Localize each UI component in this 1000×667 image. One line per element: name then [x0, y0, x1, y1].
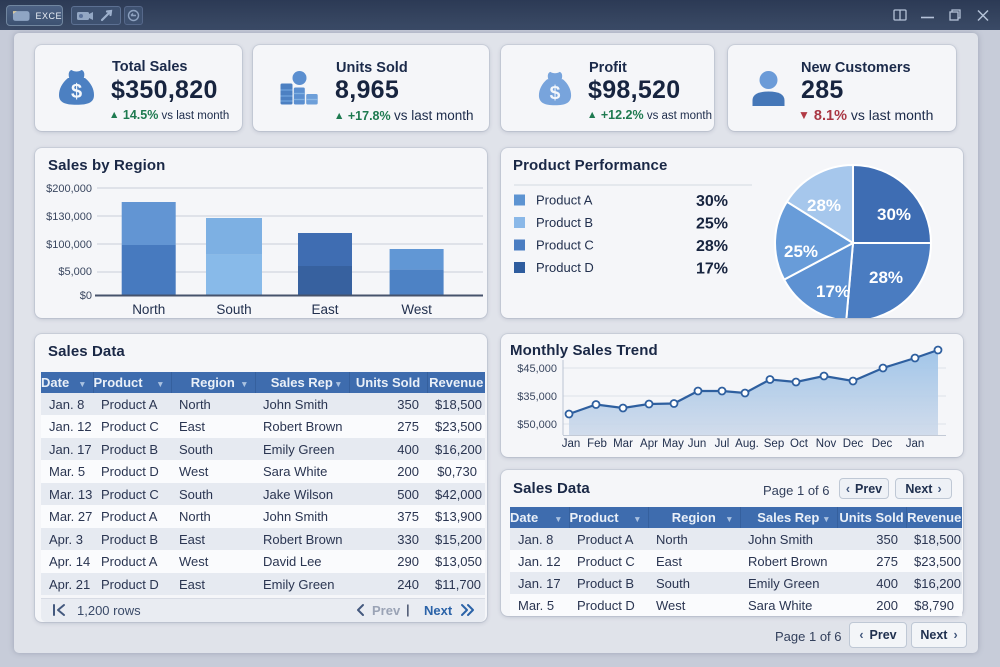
svg-text:25%: 25%	[696, 216, 728, 233]
svg-text:May: May	[662, 438, 684, 450]
svg-text:North: North	[132, 302, 165, 317]
svg-text:East: East	[311, 302, 338, 317]
svg-text:Sep: Sep	[764, 438, 784, 450]
svg-text:Dec: Dec	[872, 438, 893, 450]
svg-text:$200,000: $200,000	[46, 183, 92, 195]
svg-text:Product C: Product C	[536, 238, 594, 253]
svg-text:West: West	[401, 302, 432, 317]
svg-text:Product A: Product A	[536, 193, 593, 208]
svg-text:Nov: Nov	[816, 438, 837, 450]
svg-text:30%: 30%	[696, 193, 728, 210]
svg-text:Dec: Dec	[843, 438, 864, 450]
svg-text:$: $	[71, 81, 82, 103]
svg-text:Jul: Jul	[715, 438, 730, 450]
svg-text:$: $	[550, 83, 561, 104]
svg-text:Oct: Oct	[790, 438, 809, 450]
svg-text:South: South	[216, 302, 251, 317]
svg-text:17%: 17%	[696, 261, 728, 278]
svg-text:Product B: Product B	[536, 215, 593, 230]
svg-text:Jan: Jan	[562, 438, 581, 450]
svg-text:$45,000: $45,000	[517, 363, 557, 375]
svg-text:$0: $0	[80, 290, 92, 302]
svg-text:Mar: Mar	[613, 438, 633, 450]
svg-text:Product D: Product D	[536, 260, 594, 275]
svg-text:17%: 17%	[816, 282, 850, 301]
svg-text:30%: 30%	[877, 205, 911, 224]
svg-text:28%: 28%	[696, 238, 728, 255]
svg-text:Apr: Apr	[640, 438, 658, 450]
svg-text:$130,000: $130,000	[46, 211, 92, 223]
svg-text:Jun: Jun	[688, 438, 707, 450]
svg-text:$100,000: $100,000	[46, 239, 92, 251]
svg-text:$5,000: $5,000	[58, 266, 92, 278]
svg-text:$50,000: $50,000	[517, 419, 557, 431]
svg-text:28%: 28%	[807, 196, 841, 215]
svg-text:28%: 28%	[869, 268, 903, 287]
svg-text:Jan: Jan	[906, 438, 925, 450]
svg-text:Aug.: Aug.	[735, 438, 759, 450]
svg-text:25%: 25%	[784, 242, 818, 261]
svg-text:Feb: Feb	[587, 438, 607, 450]
svg-text:$35,000: $35,000	[517, 391, 557, 403]
